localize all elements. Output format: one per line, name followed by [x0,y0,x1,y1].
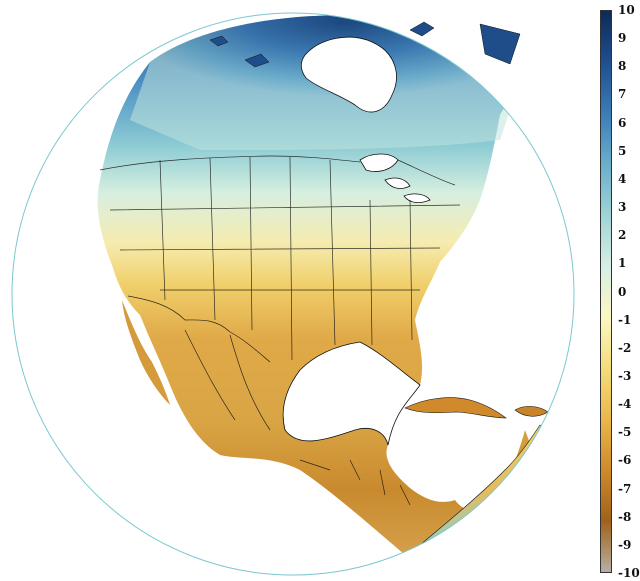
baja-california [122,300,170,405]
colorbar-tick-label: 6 [618,115,627,130]
colorbar-tick-label: 9 [618,31,627,46]
political-borders [99,155,461,506]
globe-map [11,12,575,576]
colorbar-tick-label: -1 [618,312,632,327]
colorbar-tick-label: -8 [618,509,632,524]
central-america-borders [349,459,411,506]
colorbar-tick-label: -10 [618,566,640,580]
us-mexico-border [127,295,271,363]
arctic-island-1 [209,35,229,47]
globe-outline [11,12,575,576]
colorbar-tick-label: 1 [618,256,627,271]
colorbar-tick-label: -9 [618,537,632,552]
colorbar-tick-label: -3 [618,368,632,383]
colorbar-tick-label: -6 [618,453,632,468]
colorbar-tick-label: 4 [618,171,627,186]
colorbar-tick-label: 3 [618,200,627,215]
colorbar-tick-label: 10 [618,3,635,17]
arctic-island-2 [244,53,270,68]
cuba [404,397,507,419]
water-bodies [282,36,431,446]
islands [209,21,521,68]
colorbar-tick-label: 0 [618,284,627,299]
us-canada-border [99,155,456,186]
arctic-island-3 [409,21,435,37]
continent-landmass [97,15,561,556]
colorbar-tick-label: -4 [618,397,632,412]
colorbar-tick-label: 8 [618,59,627,74]
colorbar-tick-label: -2 [618,340,632,355]
greenland-edge [479,23,521,65]
hispaniola [514,406,549,417]
colorbar [600,10,612,573]
colorbar-tick-label: 2 [618,228,627,243]
colorbar-tick-label: 7 [618,87,627,102]
colorbar-tick-label: 5 [618,143,627,158]
gulf-of-mexico [282,341,421,446]
colorbar-tick-label: -7 [618,481,632,496]
mexico-states [184,329,331,471]
hudson-bay [300,36,397,113]
colorbar-tick-label: -5 [618,425,632,440]
north-america-land [97,15,540,556]
state-lines [109,156,461,361]
